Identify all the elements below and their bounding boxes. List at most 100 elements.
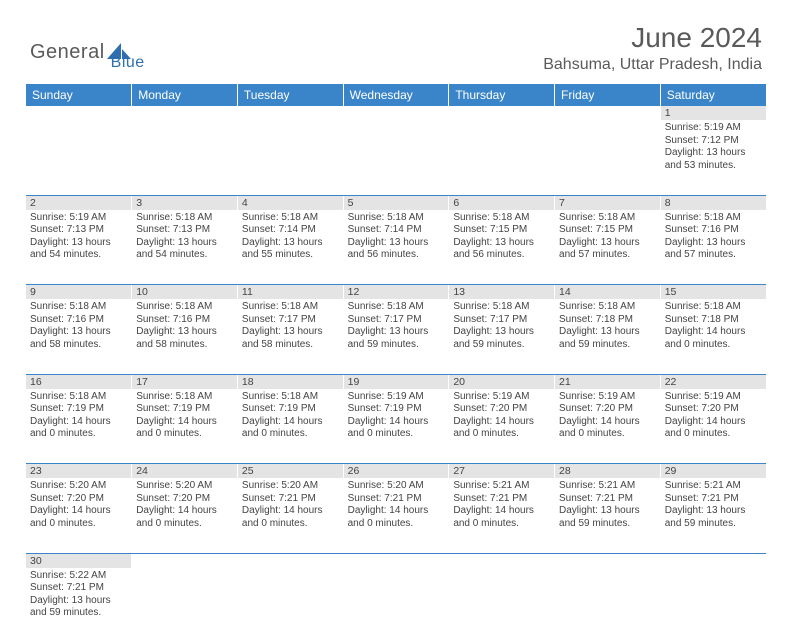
day-number: 9 (26, 285, 132, 300)
day-number (237, 553, 343, 568)
day-number (343, 106, 449, 120)
day-cell: Sunrise: 5:18 AM Sunset: 7:18 PM Dayligh… (555, 299, 661, 374)
day-number: 16 (26, 374, 132, 389)
day-cell: Sunrise: 5:18 AM Sunset: 7:15 PM Dayligh… (449, 210, 555, 285)
day-number: 25 (237, 464, 343, 479)
day-cell: Sunrise: 5:18 AM Sunset: 7:14 PM Dayligh… (237, 210, 343, 285)
day-cell: Sunrise: 5:19 AM Sunset: 7:20 PM Dayligh… (449, 389, 555, 464)
day-cell (555, 120, 661, 195)
day-number: 29 (660, 464, 766, 479)
day-number: 13 (449, 285, 555, 300)
day-cell: Sunrise: 5:19 AM Sunset: 7:19 PM Dayligh… (343, 389, 449, 464)
day-number: 30 (26, 553, 132, 568)
calendar-table: Sunday Monday Tuesday Wednesday Thursday… (26, 84, 766, 643)
day-cell: Sunrise: 5:18 AM Sunset: 7:13 PM Dayligh… (132, 210, 238, 285)
day-number: 15 (660, 285, 766, 300)
day-cell (449, 568, 555, 643)
day-number: 26 (343, 464, 449, 479)
logo-text-blue: Blue (111, 54, 145, 72)
day-number (660, 553, 766, 568)
day-cell: Sunrise: 5:18 AM Sunset: 7:19 PM Dayligh… (26, 389, 132, 464)
day-cell: Sunrise: 5:18 AM Sunset: 7:17 PM Dayligh… (237, 299, 343, 374)
day-number: 10 (132, 285, 238, 300)
daynum-row: 2345678 (26, 195, 766, 210)
day-cell (26, 120, 132, 195)
day-cell: Sunrise: 5:18 AM Sunset: 7:19 PM Dayligh… (237, 389, 343, 464)
day-number (555, 553, 661, 568)
day-cell: Sunrise: 5:22 AM Sunset: 7:21 PM Dayligh… (26, 568, 132, 643)
day-number: 19 (343, 374, 449, 389)
day-number: 17 (132, 374, 238, 389)
weekday-header: Friday (555, 84, 661, 106)
day-body-row: Sunrise: 5:22 AM Sunset: 7:21 PM Dayligh… (26, 568, 766, 643)
day-number (26, 106, 132, 120)
day-number: 27 (449, 464, 555, 479)
day-number: 2 (26, 195, 132, 210)
title-block: June 2024 Bahsuma, Uttar Pradesh, India (543, 22, 762, 74)
day-cell (343, 568, 449, 643)
day-cell (343, 120, 449, 195)
day-cell (237, 568, 343, 643)
location: Bahsuma, Uttar Pradesh, India (543, 56, 762, 74)
logo-text-general: General (30, 41, 105, 64)
day-number: 14 (555, 285, 661, 300)
day-number (132, 553, 238, 568)
day-cell: Sunrise: 5:18 AM Sunset: 7:18 PM Dayligh… (660, 299, 766, 374)
day-number: 6 (449, 195, 555, 210)
weekday-header-row: Sunday Monday Tuesday Wednesday Thursday… (26, 84, 766, 106)
day-number: 4 (237, 195, 343, 210)
day-cell (237, 120, 343, 195)
day-cell (132, 568, 238, 643)
day-cell: Sunrise: 5:21 AM Sunset: 7:21 PM Dayligh… (660, 478, 766, 553)
day-cell: Sunrise: 5:18 AM Sunset: 7:16 PM Dayligh… (132, 299, 238, 374)
daynum-row: 9101112131415 (26, 285, 766, 300)
weekday-header: Tuesday (237, 84, 343, 106)
weekday-header: Wednesday (343, 84, 449, 106)
day-number (555, 106, 661, 120)
day-number: 24 (132, 464, 238, 479)
day-cell: Sunrise: 5:20 AM Sunset: 7:20 PM Dayligh… (132, 478, 238, 553)
day-body-row: Sunrise: 5:19 AM Sunset: 7:12 PM Dayligh… (26, 120, 766, 195)
day-cell: Sunrise: 5:20 AM Sunset: 7:21 PM Dayligh… (237, 478, 343, 553)
day-cell: Sunrise: 5:18 AM Sunset: 7:15 PM Dayligh… (555, 210, 661, 285)
daynum-row: 30 (26, 553, 766, 568)
day-cell (132, 120, 238, 195)
day-number: 3 (132, 195, 238, 210)
month-title: June 2024 (543, 22, 762, 54)
day-cell: Sunrise: 5:20 AM Sunset: 7:21 PM Dayligh… (343, 478, 449, 553)
day-number: 21 (555, 374, 661, 389)
day-number (343, 553, 449, 568)
day-body-row: Sunrise: 5:20 AM Sunset: 7:20 PM Dayligh… (26, 478, 766, 553)
day-cell (660, 568, 766, 643)
day-number: 11 (237, 285, 343, 300)
weekday-header: Monday (132, 84, 238, 106)
day-cell: Sunrise: 5:19 AM Sunset: 7:20 PM Dayligh… (555, 389, 661, 464)
day-body-row: Sunrise: 5:19 AM Sunset: 7:13 PM Dayligh… (26, 210, 766, 285)
day-number: 18 (237, 374, 343, 389)
day-cell: Sunrise: 5:18 AM Sunset: 7:17 PM Dayligh… (343, 299, 449, 374)
day-number: 23 (26, 464, 132, 479)
day-cell: Sunrise: 5:18 AM Sunset: 7:16 PM Dayligh… (26, 299, 132, 374)
day-cell: Sunrise: 5:19 AM Sunset: 7:12 PM Dayligh… (660, 120, 766, 195)
daynum-row: 16171819202122 (26, 374, 766, 389)
weekday-header: Saturday (660, 84, 766, 106)
weekday-header: Thursday (449, 84, 555, 106)
day-body-row: Sunrise: 5:18 AM Sunset: 7:16 PM Dayligh… (26, 299, 766, 374)
day-cell (555, 568, 661, 643)
day-cell: Sunrise: 5:19 AM Sunset: 7:13 PM Dayligh… (26, 210, 132, 285)
logo: General Blue (30, 22, 145, 72)
daynum-row: 23242526272829 (26, 464, 766, 479)
day-number: 5 (343, 195, 449, 210)
weekday-header: Sunday (26, 84, 132, 106)
day-number (449, 553, 555, 568)
day-cell: Sunrise: 5:21 AM Sunset: 7:21 PM Dayligh… (449, 478, 555, 553)
daynum-row: 1 (26, 106, 766, 120)
day-number: 22 (660, 374, 766, 389)
day-number: 12 (343, 285, 449, 300)
day-number (449, 106, 555, 120)
day-cell: Sunrise: 5:18 AM Sunset: 7:19 PM Dayligh… (132, 389, 238, 464)
day-cell: Sunrise: 5:18 AM Sunset: 7:14 PM Dayligh… (343, 210, 449, 285)
day-number (132, 106, 238, 120)
day-number: 20 (449, 374, 555, 389)
header: General Blue June 2024 Bahsuma, Uttar Pr… (0, 0, 792, 78)
